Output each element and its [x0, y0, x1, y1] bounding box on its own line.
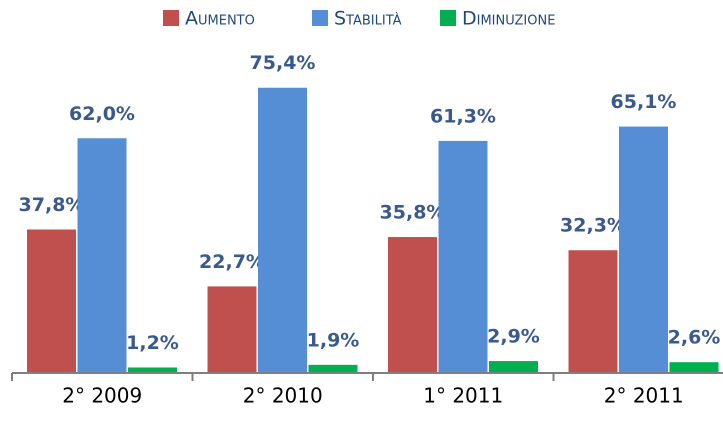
- bar: [568, 250, 618, 372]
- bar: [489, 361, 538, 372]
- value-label: 2,6%: [668, 327, 721, 349]
- bar: [258, 87, 307, 372]
- bar: [619, 126, 668, 372]
- value-label: 2,9%: [487, 326, 540, 348]
- bar: [308, 364, 358, 372]
- bar: [207, 286, 257, 372]
- bar: [388, 237, 437, 372]
- value-label: 35,8%: [380, 202, 446, 224]
- value-label: 22,7%: [199, 251, 265, 273]
- legend-text: Aumento: [185, 8, 255, 30]
- bar: [438, 140, 488, 372]
- value-label: 61,3%: [430, 105, 496, 127]
- legend-swatch: [440, 10, 456, 26]
- bar: [669, 362, 719, 372]
- legend-text: Stabilità: [334, 8, 402, 30]
- value-label: 1,9%: [307, 329, 360, 351]
- x-tick-label: 1° 2011: [423, 384, 503, 408]
- value-label: 65,1%: [611, 91, 677, 113]
- value-label: 37,8%: [19, 194, 85, 216]
- value-label: 32,3%: [560, 215, 626, 237]
- x-tick-label: 2° 2010: [243, 384, 323, 408]
- legend-text: Diminuzione: [462, 8, 555, 30]
- bar: [27, 229, 76, 372]
- legend-swatch: [163, 10, 179, 26]
- x-tick-label: 2° 2011: [604, 384, 684, 408]
- value-label: 1,2%: [126, 332, 179, 354]
- bar: [77, 138, 127, 372]
- legend-swatch: [312, 10, 328, 26]
- x-tick-label: 2° 2009: [62, 384, 142, 408]
- value-label: 62,0%: [69, 103, 135, 125]
- bar: [128, 367, 177, 372]
- value-label: 75,4%: [250, 52, 316, 74]
